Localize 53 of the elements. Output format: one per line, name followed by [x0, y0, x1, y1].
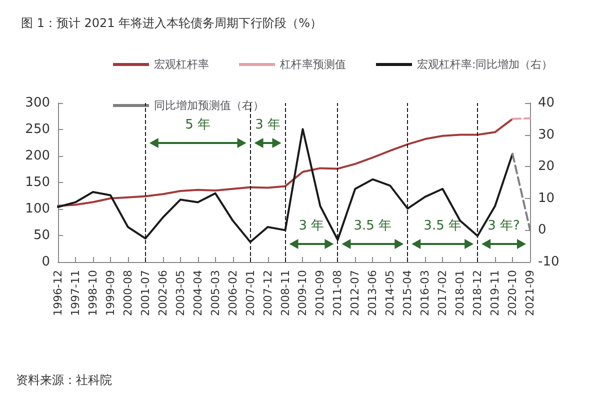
line-series [57, 118, 514, 207]
x-tick-label: 1999-09 [104, 270, 117, 316]
x-tick-label: 1996-12 [52, 270, 64, 316]
y-tick-label: 0 [42, 254, 50, 270]
x-tick-label: 2009-10 [296, 270, 310, 316]
x-tick-label: 2013-06 [366, 270, 380, 316]
legend-label: 宏观杠杆率:同比增加（右） [417, 58, 553, 71]
x-tick-label: 2012-07 [348, 270, 362, 316]
x-tick-label: 2008-11 [278, 270, 292, 316]
x-tick-label: 2015-04 [401, 270, 414, 316]
x-tick-label: 2020-10 [506, 270, 520, 316]
x-tick-label: 2007-12 [261, 270, 274, 316]
x-tick-label: 2001-07 [138, 270, 152, 316]
x-tick-label: 2006-02 [226, 270, 240, 316]
annotation: 3.5 年 [424, 218, 462, 234]
x-tick-label: 2011-08 [331, 270, 344, 316]
x-tick-label: 2007-01 [244, 270, 257, 316]
x-tick-label: 2002-06 [156, 270, 170, 316]
x-tick-label: 2005-03 [208, 270, 222, 316]
annotation: 3 年 [298, 218, 324, 234]
x-tick-label: 2000-08 [121, 270, 134, 316]
x-tick-label: 1998-10 [86, 270, 100, 316]
text: 资料来源：社科院 [16, 373, 112, 387]
x-tick-label: 2010-09 [314, 270, 327, 316]
annotation: 3 年 [255, 118, 280, 132]
y2-tick-label: 10 [538, 190, 555, 206]
y-tick-label: 250 [25, 122, 50, 137]
y-tick-label: 100 [25, 202, 50, 216]
x-tick-label: 2017-02 [436, 270, 450, 316]
x-tick-label: 2019-11 [488, 270, 502, 316]
legend-label: 宏观杠杆率 [154, 58, 209, 71]
y2-tick-label: 0 [538, 222, 546, 238]
annotation: 5 年 [185, 118, 211, 132]
y2-tick-label: -10 [538, 254, 560, 270]
x-tick-label: 2003-05 [174, 270, 187, 316]
x-tick-label: 1997-11 [68, 270, 82, 316]
x-tick-label: 2014-05 [384, 270, 397, 316]
y2-tick-label: 20 [538, 159, 555, 174]
x-tick-label: 2018-01 [454, 270, 467, 316]
y2-tick-label: 30 [538, 127, 555, 142]
x-tick-label: 2018-12 [471, 270, 484, 316]
y2-tick-label: 40 [538, 96, 555, 110]
x-tick-label: 2004-04 [191, 270, 204, 316]
y-tick-label: 200 [25, 148, 50, 164]
y-tick-label: 300 [25, 96, 50, 110]
annotation: 3.5 年 [354, 218, 392, 234]
chart-title: 图 1：预计 2021 年将进入本轮债务周期下行阶段（%） [21, 16, 322, 30]
annotation: 3 年? [488, 218, 520, 234]
y-tick-label: 150 [25, 175, 50, 190]
y-tick-label: 50 [33, 228, 50, 243]
legend-label: 杠杆率预测值 [279, 58, 346, 71]
x-tick-label: 2021-09 [524, 270, 536, 316]
x-tick-label: 2016-03 [418, 270, 432, 316]
